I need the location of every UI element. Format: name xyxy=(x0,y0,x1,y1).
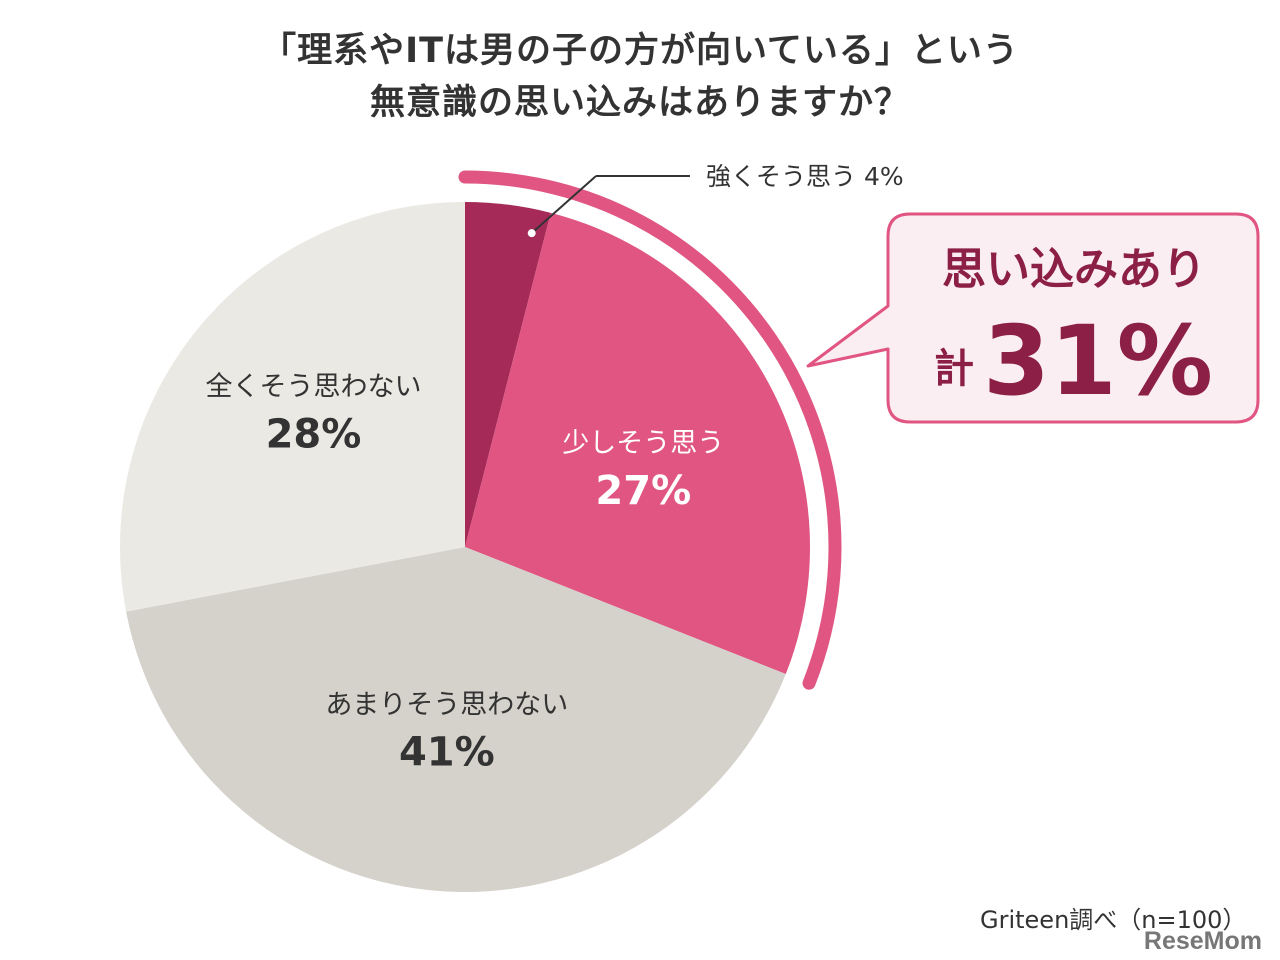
agree-bracket-arc xyxy=(458,170,842,690)
strong-agree-leader-line xyxy=(531,175,597,234)
callout-label: 思い込みあり xyxy=(942,244,1206,295)
slice-label-strongly-disagree: 全くそう思わない xyxy=(205,372,421,403)
slice-label-strong-agree: 強くそう思う 4% xyxy=(706,162,904,191)
slice-rather-disagree xyxy=(126,547,786,893)
chart-title-line-2: 無意識の思い込みはありますか？ xyxy=(369,83,910,123)
slice-label-rather-disagree: あまりそう思わない xyxy=(325,689,568,720)
slice-value-somewhat-agree: 27% xyxy=(595,468,691,514)
callout-prefix: 計 xyxy=(934,346,974,392)
strong-agree-leader-dot xyxy=(527,229,536,238)
slice-value-rather-disagree: 41% xyxy=(399,729,495,775)
chart-title-line-1: 「理系やITは男の子の方が向いている」という xyxy=(261,31,1019,71)
callout-total-value: 31% xyxy=(983,305,1213,417)
callout-box xyxy=(806,212,1260,424)
slice-strongly-disagree xyxy=(119,202,465,612)
slice-somewhat-agree xyxy=(465,212,810,675)
source-note: Griteen調べ（n=100） xyxy=(980,906,1247,934)
slice-value-strongly-disagree: 28% xyxy=(266,412,362,458)
slice-label-somewhat-agree: 少しそう思う xyxy=(562,428,724,459)
watermark-logo: ReseMom xyxy=(1143,927,1262,955)
slice-strong-agree xyxy=(465,202,551,547)
